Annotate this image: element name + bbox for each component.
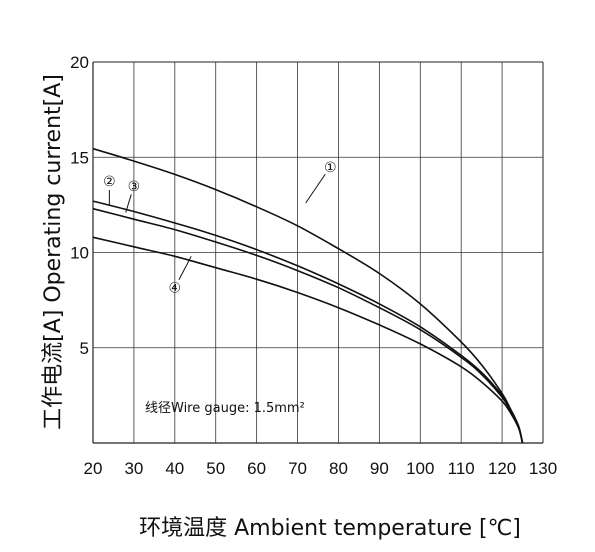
- x-tick-label: 80: [329, 459, 348, 478]
- y-tick-label: 5: [80, 339, 89, 358]
- x-axis-title: 环境温度 Ambient temperature [℃]: [139, 516, 521, 541]
- y-tick-label: 10: [70, 244, 89, 263]
- label-leader-1: [305, 173, 326, 204]
- curves: [92, 147, 524, 444]
- grid: [92, 61, 544, 444]
- y-tick-label: 20: [70, 53, 89, 72]
- x-tick-label: 90: [370, 459, 389, 478]
- label-leader-3: [125, 194, 132, 213]
- curve-label-4: ④: [169, 280, 182, 296]
- curve-label-2: ②: [103, 173, 116, 189]
- x-tick-label: 130: [529, 459, 557, 478]
- series-line-4: [92, 236, 524, 444]
- curve-labels: ① ② ③ ④: [103, 159, 336, 296]
- x-tick-label: 60: [247, 459, 266, 478]
- x-tick-label: 50: [206, 459, 225, 478]
- label-leader-4: [178, 256, 192, 280]
- curve-label-1: ①: [324, 159, 337, 175]
- x-tick-label: 30: [124, 459, 143, 478]
- curve-label-3: ③: [128, 178, 141, 194]
- tick-labels: 20 30 40 50 60 70 80 90 100 110 120 130 5 10 15 20: [70, 53, 557, 478]
- series-line-2: [92, 200, 524, 444]
- x-tick-label: 100: [406, 459, 434, 478]
- x-tick-label: 120: [488, 459, 516, 478]
- x-tick-label: 110: [448, 459, 475, 478]
- wire-gauge-annotation: 线径Wire gauge: 1.5mm²: [145, 401, 305, 416]
- x-tick-label: 70: [288, 459, 307, 478]
- y-tick-label: 15: [70, 148, 89, 167]
- y-axis-title: 工作电流[A] Operating current[A]: [41, 74, 66, 430]
- x-tick-label: 40: [165, 459, 184, 478]
- x-tick-label: 20: [84, 459, 103, 478]
- series-line-3: [92, 207, 524, 444]
